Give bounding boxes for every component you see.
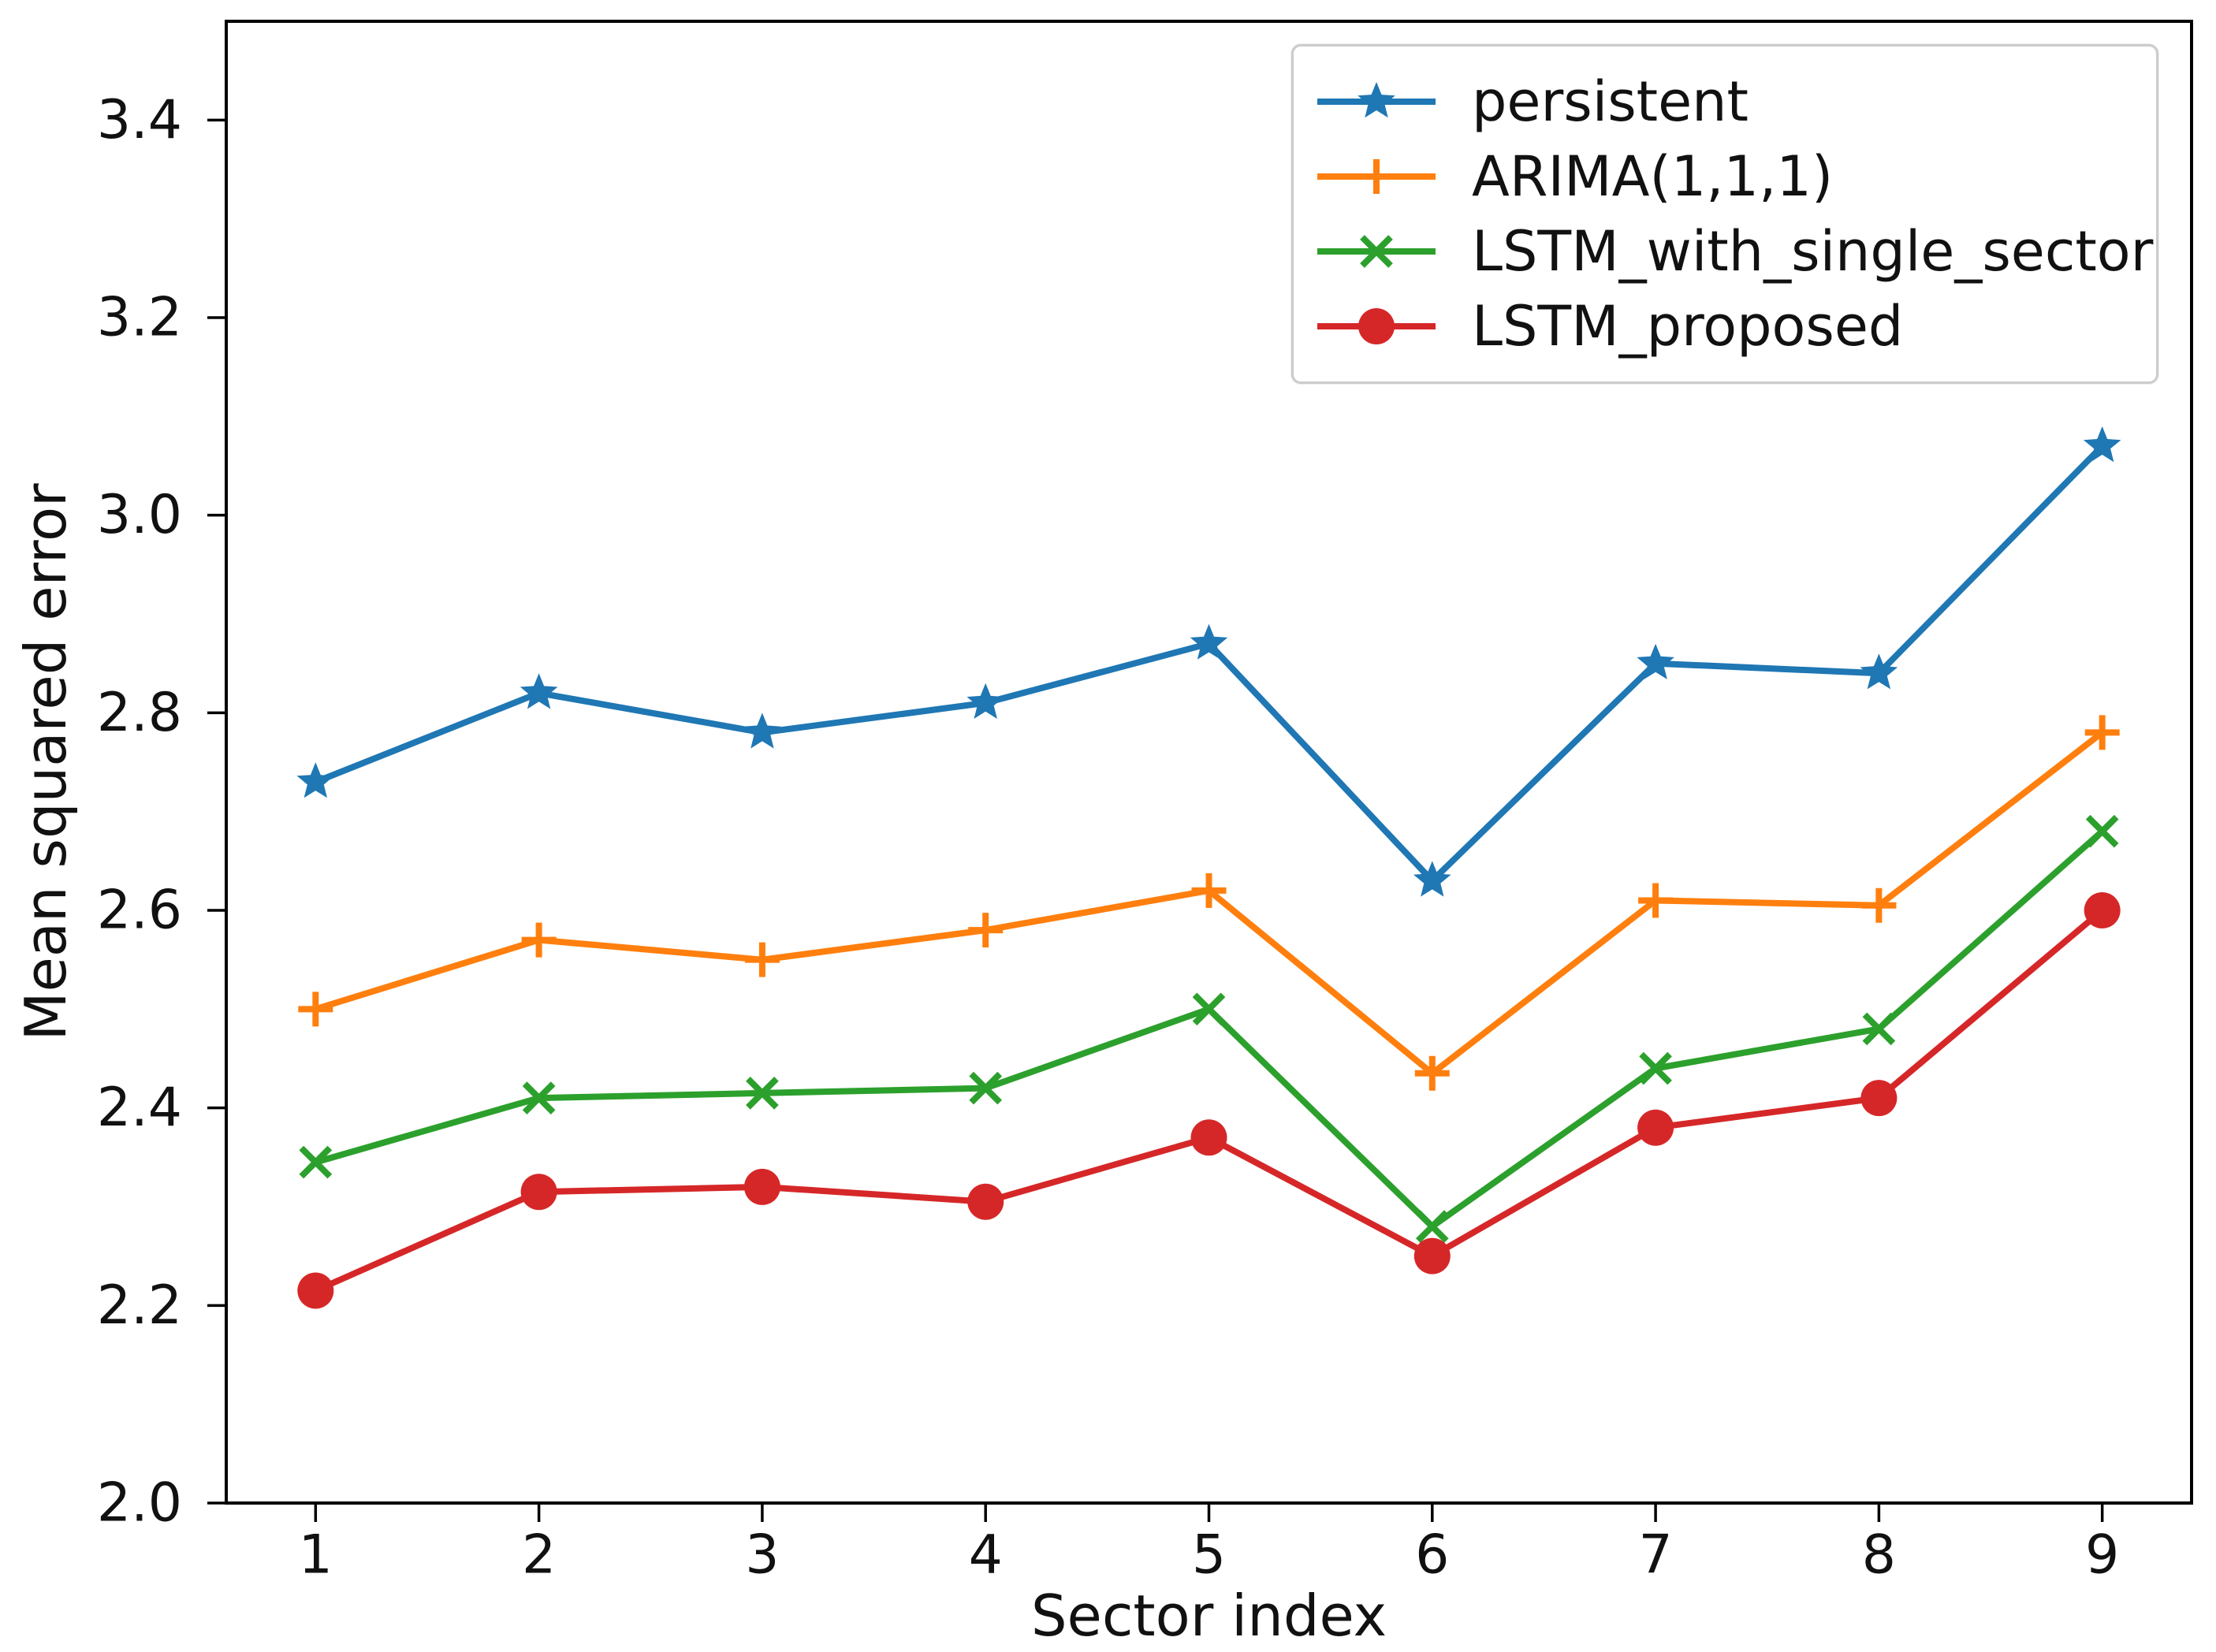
- series-marker-ARIMA(1,1,1): [521, 922, 557, 958]
- x-axis-label: Sector index: [1030, 1583, 1387, 1649]
- series-marker-LSTM_proposed: [743, 1168, 780, 1205]
- series-marker-persistent: [1860, 653, 1898, 690]
- series-marker-persistent: [296, 762, 335, 798]
- x-tick-label: 7: [1638, 1524, 1672, 1587]
- legend-label: persistent: [1472, 69, 1749, 134]
- series-marker-persistent: [966, 683, 1004, 719]
- series-marker-persistent: [1637, 643, 1674, 679]
- series-marker-ARIMA(1,1,1): [968, 913, 1004, 948]
- series-marker-LSTM_with_single_sector: [1639, 1051, 1672, 1085]
- x-tick-label: 3: [745, 1524, 779, 1587]
- series-marker-ARIMA(1,1,1): [1638, 883, 1674, 918]
- y-tick-label: 3.2: [97, 287, 182, 349]
- series-marker-persistent: [1190, 623, 1228, 660]
- y-tick-label: 2.6: [97, 880, 182, 942]
- series-line-persistent: [312, 442, 2106, 884]
- series-line-LSTM_proposed: [312, 907, 2106, 1294]
- series-marker-LSTM_with_single_sector: [299, 1145, 333, 1179]
- legend-marker-x-icon: [1317, 235, 1436, 268]
- series-marker-LSTM_proposed: [1413, 1237, 1451, 1274]
- legend-item-LSTM_with_single_sector: LSTM_with_single_sector: [1314, 214, 2153, 289]
- y-tick-label: 2.8: [97, 682, 182, 744]
- series-marker-LSTM_proposed: [1190, 1119, 1227, 1156]
- series-marker-LSTM_proposed: [1637, 1109, 1674, 1146]
- series-marker-ARIMA(1,1,1): [2084, 715, 2120, 750]
- y-tick-label: 3.0: [97, 484, 182, 546]
- series-marker-persistent: [743, 713, 781, 749]
- series-marker-LSTM_proposed: [520, 1174, 557, 1211]
- x-tick-label: 1: [299, 1524, 333, 1587]
- legend-item-persistent: persistent: [1314, 64, 2136, 139]
- series-marker-persistent: [1413, 861, 1451, 897]
- x-tick-label: 2: [522, 1524, 556, 1587]
- series-marker-LSTM_with_single_sector: [746, 1077, 779, 1110]
- x-tick-label: 9: [2085, 1524, 2119, 1587]
- y-tick-label: 2.0: [97, 1472, 182, 1535]
- legend-marker-glyph: [1359, 158, 1394, 194]
- series-marker-LSTM_with_single_sector: [2085, 814, 2119, 848]
- y-axis-label: Mean squared error: [13, 483, 79, 1041]
- x-tick-label: 5: [1192, 1524, 1226, 1587]
- y-tick-label: 2.4: [97, 1077, 182, 1139]
- legend-marker-circle-icon: [1317, 308, 1436, 345]
- series-marker-LSTM_with_single_sector: [1192, 992, 1226, 1026]
- series-marker-LSTM_proposed: [1860, 1080, 1898, 1117]
- legend-label: ARIMA(1,1,1): [1472, 143, 1834, 209]
- series-marker-persistent: [2083, 426, 2121, 463]
- series-marker-ARIMA(1,1,1): [744, 942, 780, 977]
- legend-item-LSTM_proposed: LSTM_proposed: [1314, 289, 2136, 364]
- series-marker-LSTM_with_single_sector: [1862, 1012, 1896, 1046]
- series-marker-LSTM_proposed: [297, 1272, 334, 1309]
- series-marker-ARIMA(1,1,1): [1191, 873, 1227, 908]
- legend-label: LSTM_with_single_sector: [1472, 219, 2154, 285]
- series-marker-persistent: [520, 673, 558, 709]
- legend-marker-plus-icon: [1317, 158, 1436, 194]
- x-tick-label: 6: [1415, 1524, 1449, 1587]
- legend-marker-star-icon: [1317, 81, 1436, 117]
- x-tick-label: 4: [969, 1524, 1003, 1587]
- legend: persistent ARIMA(1,1,1) LSTM_with_single_s…: [1291, 44, 2158, 384]
- series-marker-ARIMA(1,1,1): [1861, 887, 1897, 923]
- legend-marker-glyph: [1358, 81, 1395, 117]
- series-marker-ARIMA(1,1,1): [298, 992, 333, 1027]
- x-tick-label: 8: [1862, 1524, 1896, 1587]
- y-tick-label: 3.4: [97, 89, 182, 151]
- legend-marker-glyph: [1360, 235, 1393, 268]
- series-marker-LSTM_with_single_sector: [522, 1081, 556, 1114]
- legend-label: LSTM_proposed: [1472, 294, 1904, 359]
- series-marker-LSTM_with_single_sector: [969, 1071, 1003, 1105]
- legend-item-ARIMA(1,1,1): ARIMA(1,1,1): [1314, 139, 2136, 214]
- series-marker-LSTM_proposed: [2084, 892, 2121, 928]
- y-tick-label: 2.2: [97, 1274, 182, 1337]
- series-marker-LSTM_proposed: [967, 1183, 1004, 1220]
- legend-marker-glyph: [1358, 308, 1395, 345]
- plot-frame: [225, 20, 2193, 1505]
- series-marker-LSTM_with_single_sector: [1415, 1210, 1449, 1243]
- series-marker-ARIMA(1,1,1): [1414, 1055, 1450, 1091]
